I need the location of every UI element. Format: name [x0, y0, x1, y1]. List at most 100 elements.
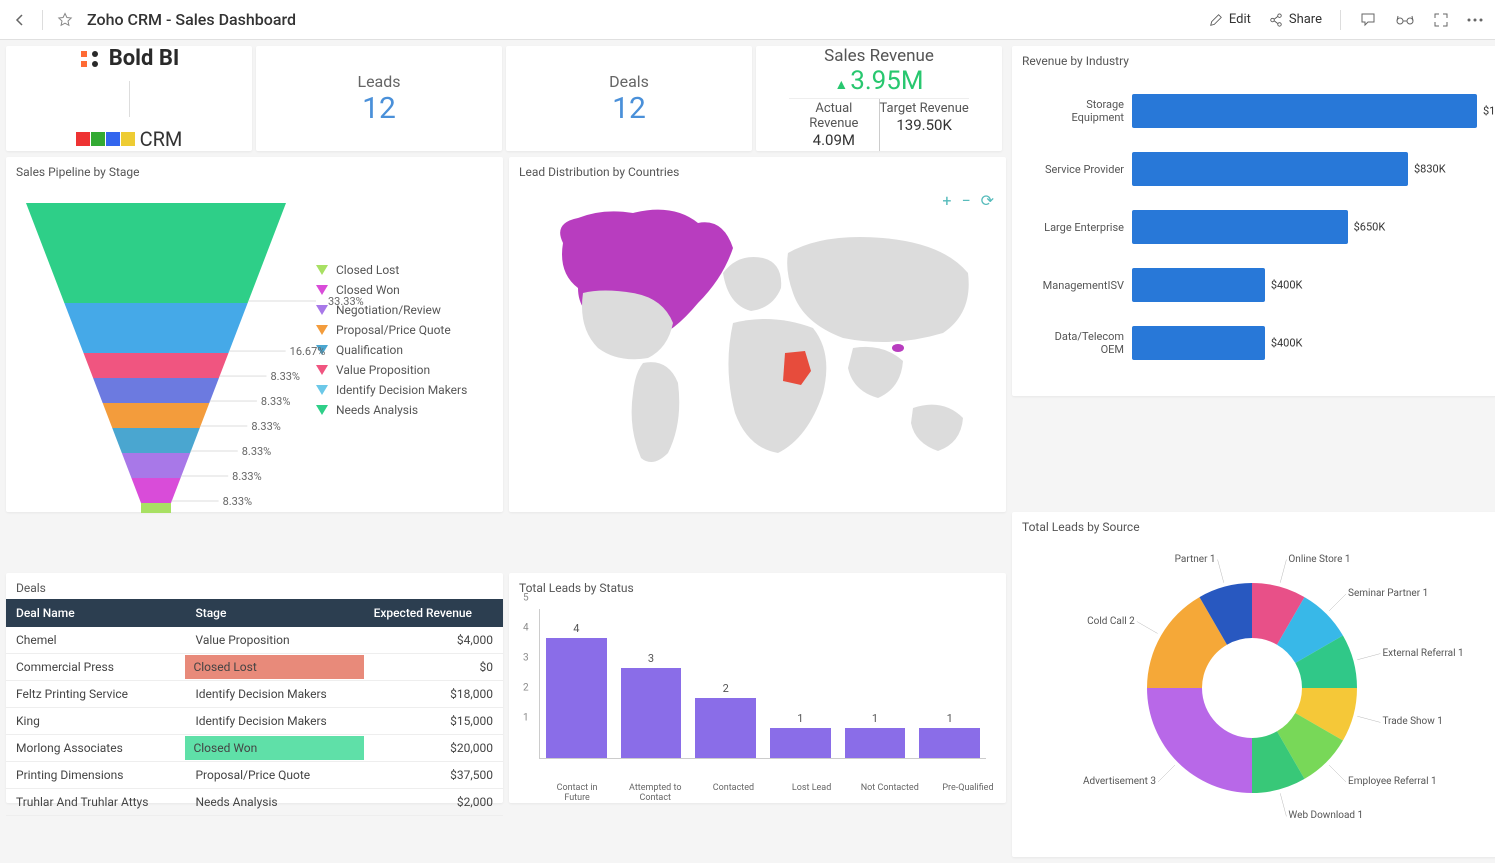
funnel-pct-label: 33.33% [328, 295, 364, 308]
donut-slice-label: Employee Referral 1 [1348, 776, 1437, 787]
map-region[interactable] [787, 237, 969, 342]
funnel-segment[interactable] [93, 378, 219, 403]
industry-bar-row: Service Provider $830K [1032, 140, 1477, 198]
funnel-segment[interactable] [64, 303, 247, 353]
industry-bar[interactable] [1132, 210, 1348, 244]
bar [695, 698, 756, 758]
bar-value-label: 4 [573, 622, 579, 635]
world-map[interactable]: + − ⟳ [509, 183, 1006, 493]
edit-label: Edit [1229, 12, 1251, 27]
legend-item[interactable]: Qualification [316, 343, 493, 357]
funnel-segment[interactable] [112, 428, 199, 453]
map-region[interactable] [631, 362, 679, 462]
funnel-pct-label: 16.67% [290, 345, 326, 358]
leads-label: Leads [357, 72, 400, 91]
legend-item[interactable]: Proposal/Price Quote [316, 323, 493, 337]
deal-name-cell: Feltz Printing Service [6, 680, 185, 707]
table-row[interactable]: King Identify Decision Makers $15,000 [6, 707, 503, 734]
table-row[interactable]: Commercial Press Closed Lost $0 [6, 653, 503, 680]
glasses-icon[interactable] [1395, 13, 1415, 27]
bar-x-label: Attempted to Contact [623, 783, 687, 803]
comment-icon[interactable] [1359, 11, 1377, 29]
status-title: Total Leads by Status [509, 573, 1006, 599]
table-row[interactable]: Feltz Printing Service Identify Decision… [6, 680, 503, 707]
bar-column[interactable]: 2 [695, 682, 756, 758]
funnel-pct-label: 8.33% [242, 445, 272, 458]
topbar: Zoho CRM - Sales Dashboard Edit Share [0, 0, 1495, 40]
legend-color-icon [316, 385, 328, 395]
zoom-in-icon[interactable]: + [942, 191, 951, 210]
sales-pipeline-card: Sales Pipeline by Stage 33.33% 16.67% 8.33… [6, 157, 503, 512]
legend-item[interactable]: Identify Decision Makers [316, 383, 493, 397]
revenue-kpi: Sales Revenue ▲3.95M Actual Revenue 4.09… [756, 46, 1002, 151]
y-tick-label: 1 [523, 712, 529, 723]
legend-item[interactable]: Value Proposition [316, 363, 493, 377]
map-region[interactable] [728, 319, 826, 453]
deal-stage-cell: Proposal/Price Quote [185, 761, 363, 788]
industry-bar-row: Data/Telecom OEM $400K [1032, 314, 1477, 372]
donut-slice-label: Trade Show 1 [1382, 716, 1442, 727]
industry-bar-row: Storage Equipment $1.04M [1032, 82, 1477, 140]
deal-stage-cell: Identify Decision Makers [185, 680, 363, 707]
funnel-segment[interactable] [103, 403, 210, 428]
edit-button[interactable]: Edit [1209, 12, 1251, 27]
legend-label: Value Proposition [336, 363, 430, 377]
funnel-segment[interactable] [122, 453, 190, 478]
star-icon[interactable] [57, 12, 73, 28]
industry-bar[interactable] [1132, 326, 1265, 360]
bar-value-label: 3 [648, 652, 654, 665]
map-region[interactable] [848, 347, 903, 398]
deal-name-cell: Chemel [6, 627, 185, 654]
donut-slice-label: Web Download 1 [1288, 810, 1363, 821]
deals-kpi: Deals 12 [506, 46, 752, 151]
funnel-segment[interactable] [84, 353, 229, 378]
divider [1340, 10, 1341, 30]
map-region-highlight[interactable] [892, 344, 904, 352]
funnel-segment[interactable] [131, 478, 180, 503]
share-button[interactable]: Share [1269, 12, 1322, 27]
legend-label: Needs Analysis [336, 403, 418, 417]
map-region[interactable] [723, 257, 781, 311]
bar-value-label: 1 [797, 712, 803, 725]
bar-column[interactable]: 3 [621, 652, 682, 758]
reset-icon[interactable]: ⟳ [981, 191, 994, 210]
table-row[interactable]: Truhlar And Truhlar Attys Needs Analysis… [6, 788, 503, 815]
legend-color-icon [316, 325, 328, 335]
deal-stage-cell: Identify Decision Makers [185, 707, 363, 734]
industry-bar-value: $400K [1271, 337, 1303, 350]
industry-bar[interactable] [1132, 94, 1477, 128]
table-header[interactable]: Deal Name [6, 599, 185, 627]
funnel-title: Sales Pipeline by Stage [6, 157, 503, 183]
table-header[interactable]: Stage [185, 599, 363, 627]
zoom-out-icon[interactable]: − [961, 191, 970, 210]
bar [919, 728, 980, 758]
page-title: Zoho CRM - Sales Dashboard [87, 10, 296, 29]
deal-stage-cell: Closed Lost [185, 653, 363, 680]
table-row[interactable]: Printing Dimensions Proposal/Price Quote… [6, 761, 503, 788]
table-header[interactable]: Expected Revenue [364, 599, 503, 627]
legend-item[interactable]: Needs Analysis [316, 403, 493, 417]
table-row[interactable]: Morlong Associates Closed Won $20,000 [6, 734, 503, 761]
legend-label: Identify Decision Makers [336, 383, 467, 397]
target-revenue-label: Target Revenue [880, 101, 969, 116]
lead-distribution-map-card: Lead Distribution by Countries + − ⟳ [509, 157, 1006, 512]
more-icon[interactable] [1467, 18, 1483, 22]
back-icon[interactable] [12, 12, 28, 28]
industry-bar-label: Service Provider [1032, 163, 1132, 176]
deal-stage-cell: Needs Analysis [185, 788, 363, 815]
industry-bar-value: $650K [1354, 221, 1386, 234]
table-row[interactable]: Chemel Value Proposition $4,000 [6, 627, 503, 654]
revenue-value: ▲3.95M [834, 66, 923, 96]
funnel-pct-label: 8.33% [232, 470, 262, 483]
bar-column[interactable]: 4 [546, 622, 607, 758]
map-title: Lead Distribution by Countries [509, 157, 1006, 183]
industry-bar[interactable] [1132, 152, 1408, 186]
funnel-segment[interactable] [26, 203, 286, 303]
stage-pill: Closed Lost [185, 655, 363, 679]
industry-bar[interactable] [1132, 268, 1265, 302]
legend-item[interactable]: Closed Lost [316, 263, 493, 277]
map-region[interactable] [911, 405, 963, 451]
expand-icon[interactable] [1433, 12, 1449, 28]
bar-x-label: Contacted [701, 783, 765, 803]
legend-color-icon [316, 285, 328, 295]
